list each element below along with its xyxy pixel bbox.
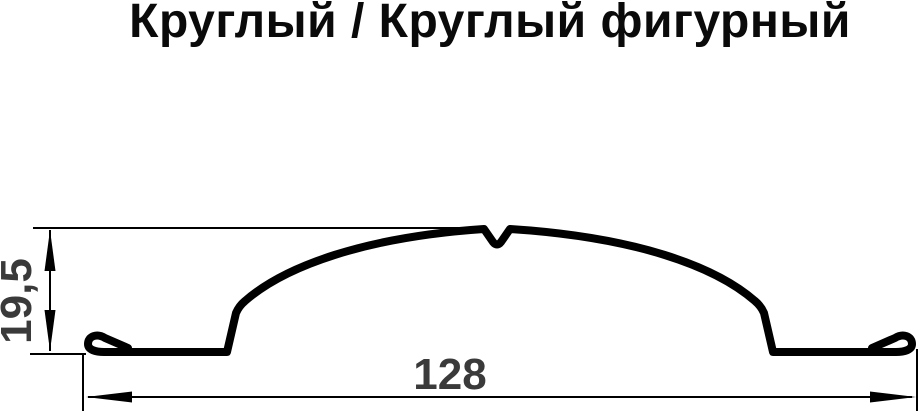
profile-outline [84,225,916,356]
height-dimension-arrow-bottom [44,310,56,351]
width-dimension-arrow-left [86,391,132,403]
height-dimension-label: 19,5 [0,258,41,344]
page-title: Круглый / Круглый фигурный [129,0,851,48]
height-dimension-arrow-top [44,230,56,271]
width-dimension-arrow-right [870,391,916,403]
width-dimension-label: 128 [413,350,486,399]
